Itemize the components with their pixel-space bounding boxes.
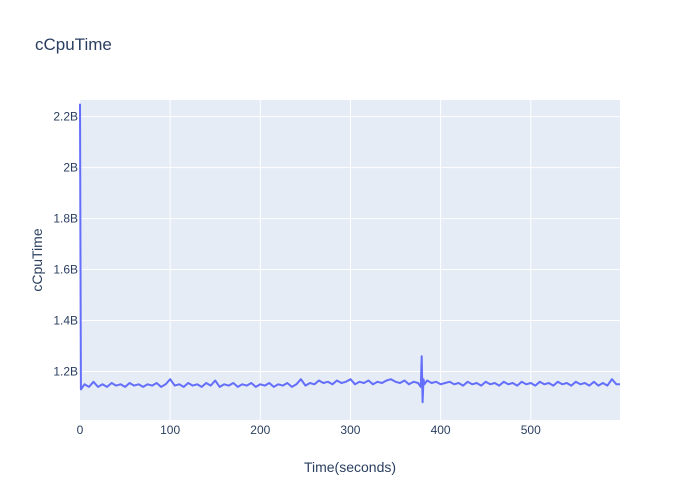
y-tick-label: 1.2B: [53, 365, 78, 379]
x-tick-label: 300: [340, 423, 360, 437]
x-axis-title: Time(seconds): [304, 459, 396, 475]
y-tick-label: 1.4B: [53, 314, 78, 328]
y-tick-label: 2B: [63, 161, 78, 175]
series-group: [79, 103, 620, 404]
y-tick-label: 1.6B: [53, 263, 78, 277]
x-tick-label: 0: [77, 423, 84, 437]
x-tick-label: 200: [250, 423, 270, 437]
y-tick-label: 2.2B: [53, 110, 78, 124]
grid-lines: [80, 100, 620, 420]
x-tick-label: 100: [160, 423, 180, 437]
y-axis-title: cCpuTime: [29, 228, 45, 291]
series-line: [79, 103, 620, 404]
x-tick-label: 500: [521, 423, 541, 437]
chart-title: cCpuTime: [35, 35, 112, 54]
x-tick-label: 400: [431, 423, 451, 437]
y-ticks: 1.2B 1.4B 1.6B 1.8B 2B 2.2B: [53, 110, 78, 379]
y-tick-label: 1.8B: [53, 212, 78, 226]
x-ticks: 0 100 200 300 400 500: [77, 423, 541, 437]
